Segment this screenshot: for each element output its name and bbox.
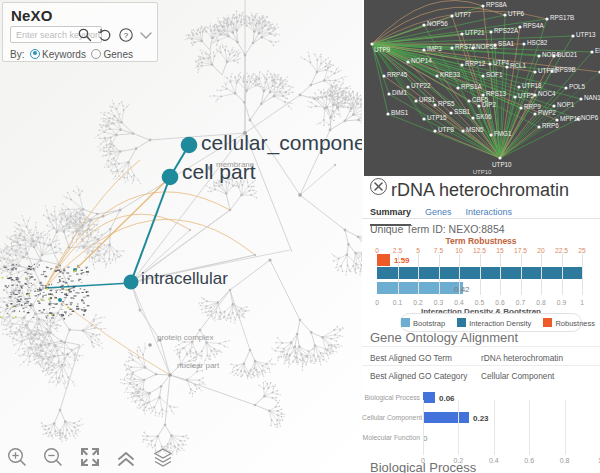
svg-text:?: ? [124, 31, 129, 40]
